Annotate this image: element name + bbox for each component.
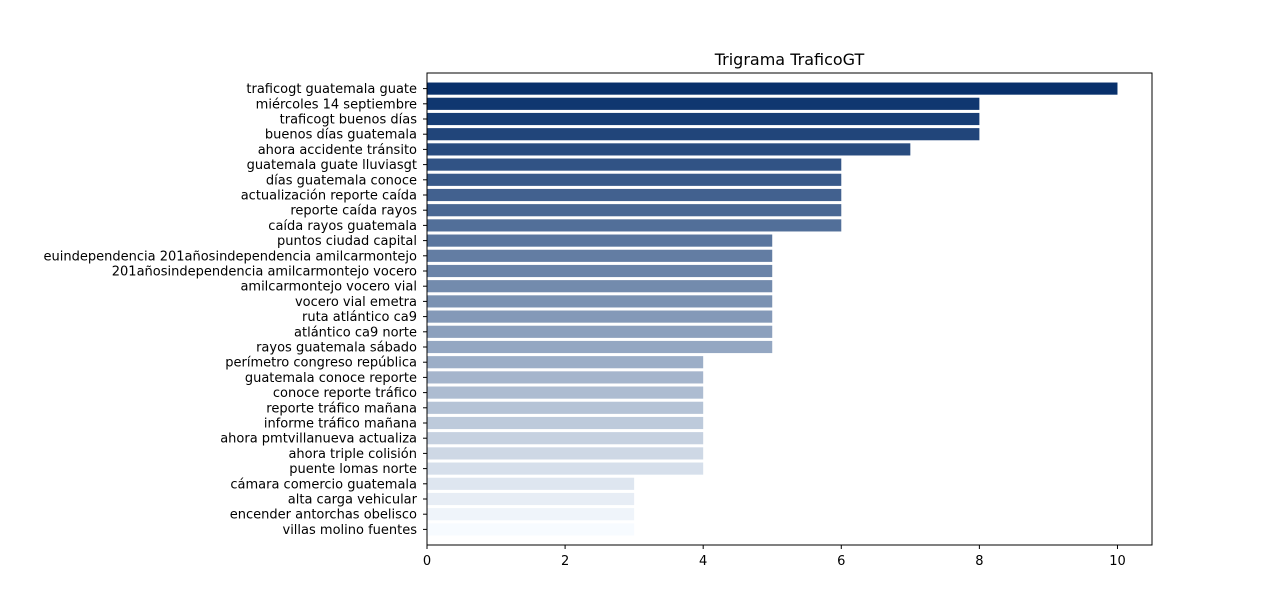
- bar: [427, 310, 773, 323]
- category-label: ahora pmtvillanueva actualiza: [220, 432, 417, 447]
- bar: [427, 143, 911, 156]
- category-label: ahora accidente tránsito: [258, 143, 417, 158]
- category-label: traficogt buenos días: [280, 113, 418, 128]
- category-label: vocero vial emetra: [295, 295, 417, 310]
- category-label: conoce reporte tráfico: [273, 386, 417, 401]
- bar: [427, 340, 773, 354]
- bar: [427, 492, 635, 506]
- bar: [427, 280, 773, 293]
- plot-frame: [426, 72, 1153, 546]
- bar: [427, 264, 773, 278]
- category-label: euindependencia 201añosindependencia ami…: [44, 249, 418, 264]
- bar: [427, 295, 773, 308]
- bar: [427, 356, 704, 369]
- bar: [427, 97, 980, 110]
- bar: [427, 371, 704, 384]
- x-tick-label: 2: [561, 554, 569, 569]
- category-label: ahora triple colisión: [288, 447, 417, 462]
- x-tick-label: 8: [975, 554, 983, 569]
- category-label: ruta atlántico ca9: [302, 310, 417, 325]
- category-label: perímetro congreso república: [225, 356, 417, 371]
- x-tick-label: 0: [423, 554, 431, 569]
- category-label: puntos ciudad capital: [277, 234, 417, 249]
- category-label: reporte caída rayos: [290, 204, 417, 219]
- category-label: miércoles 14 septiembre: [256, 97, 417, 112]
- bar: [427, 477, 635, 490]
- bar: [427, 204, 842, 217]
- bar: [427, 432, 704, 445]
- bar: [427, 234, 773, 247]
- bar: [427, 416, 704, 430]
- category-label: caída rayos guatemala: [268, 219, 417, 234]
- bar: [427, 386, 704, 399]
- x-tick-label: 6: [837, 554, 845, 569]
- category-label: traficogt guatemala guate: [246, 82, 417, 97]
- x-tick-label: 4: [699, 554, 707, 569]
- category-label: guatemala guate lluviasgt: [247, 158, 417, 173]
- x-axis: 0 2 4 6 8 10: [423, 545, 1126, 569]
- category-label: buenos días guatemala: [265, 128, 417, 143]
- category-label: reporte tráfico mañana: [266, 401, 417, 416]
- category-label: amilcarmontejo vocero vial: [240, 280, 417, 295]
- bars-group: [427, 82, 1118, 536]
- category-label: alta carga vehicular: [288, 493, 418, 508]
- x-tick-label: 10: [1109, 554, 1126, 569]
- bar: [427, 82, 1118, 95]
- category-label: actualización reporte caída: [241, 189, 417, 204]
- category-label: días guatemala conoce: [266, 173, 417, 188]
- bar: [427, 508, 635, 521]
- bar: [427, 128, 980, 141]
- bar: [427, 249, 773, 262]
- bar: [427, 158, 842, 171]
- bar: [427, 523, 635, 536]
- category-label: informe tráfico mañana: [264, 417, 417, 432]
- bar: [427, 401, 704, 414]
- bar: [427, 173, 842, 186]
- category-label: atlántico ca9 norte: [294, 325, 417, 340]
- category-label: encender antorchas obelisco: [230, 508, 417, 523]
- category-label: rayos guatemala sábado: [256, 341, 417, 356]
- chart-title: Trigrama TraficoGT: [714, 50, 865, 69]
- bar: [427, 112, 980, 126]
- bar: [427, 462, 704, 475]
- bar: [427, 188, 842, 202]
- bar: [427, 325, 773, 338]
- bar: [427, 447, 704, 460]
- bar: [427, 219, 842, 232]
- category-label: 201añosindependencia amilcarmontejo voce…: [112, 265, 417, 280]
- category-label: puente lomas norte: [289, 462, 417, 477]
- category-label: villas molino fuentes: [283, 523, 418, 538]
- category-label: cámara comercio guatemala: [230, 477, 417, 492]
- category-label: guatemala conoce reporte: [245, 371, 417, 386]
